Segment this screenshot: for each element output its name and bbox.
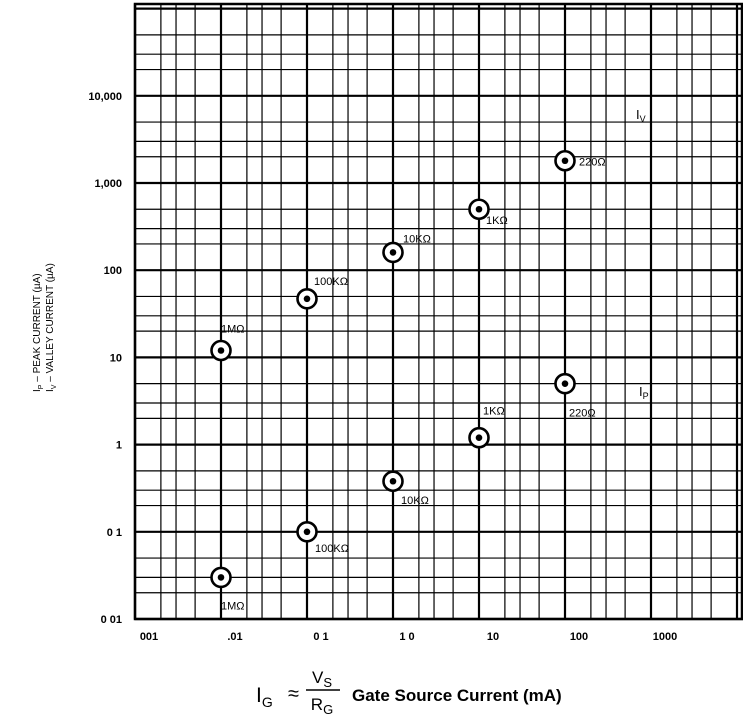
data-point: 10KΩ: [382, 233, 431, 264]
x-axis-label-text: Gate Source Current (mA): [352, 686, 562, 705]
y-tick-label: 100: [104, 265, 122, 277]
data-point-label: 1KΩ: [483, 406, 505, 418]
data-point-dot: [475, 434, 483, 441]
y-tick-label: 10: [110, 352, 122, 364]
data-point-label: 10KΩ: [401, 495, 429, 507]
y-tick-label: 0 1: [107, 527, 122, 539]
data-point-dot: [217, 574, 225, 581]
data-point: 1MΩ: [210, 323, 245, 362]
data-point-label: 220Ω: [579, 157, 606, 169]
x-formula-approx: ≈: [288, 683, 299, 705]
data-point-label: 1KΩ: [486, 215, 508, 227]
series-labels: IV IP: [636, 107, 649, 401]
data-point: 1KΩ: [468, 406, 505, 449]
data-point: 100KΩ: [296, 520, 349, 555]
y-axis-ticks: 0 01 0 1 1 10 100 1,000 10,000: [88, 91, 122, 626]
x-tick-label: 1 0: [399, 631, 414, 643]
x-tick-label: .01: [227, 631, 242, 643]
x-formula-denominator: RG: [311, 695, 333, 717]
y-tick-label: 1,000: [94, 178, 122, 190]
data-point-label: 10KΩ: [403, 233, 431, 245]
data-point-label: 100KΩ: [315, 543, 349, 555]
x-axis-label: IG ≈ VS RG Gate Source Current (mA): [256, 668, 562, 717]
x-tick-label: 0 1: [313, 631, 328, 643]
data-point-dot: [561, 157, 569, 165]
x-axis-ticks: 001 .01 0 1 1 0 10 100 1000: [140, 631, 677, 643]
data-point-dot: [303, 295, 311, 303]
data-points: 1MΩ 100KΩ 10KΩ 1KΩ 220Ω 1MΩ 100KΩ 10KΩ 1KΩ 220Ω: [210, 149, 606, 612]
data-point-label: 1MΩ: [221, 600, 245, 612]
data-point: 1KΩ: [468, 198, 508, 227]
data-point-dot: [217, 347, 225, 354]
series-label: IV: [636, 107, 646, 124]
data-point-label: 1MΩ: [221, 323, 245, 335]
y-axis-label-valley: IV – VALLEY CURRENT (µA): [45, 263, 58, 392]
data-point-dot: [389, 249, 397, 256]
y-tick-label: 10,000: [88, 91, 122, 103]
data-point: 100KΩ: [296, 276, 348, 310]
y-axis-label-peak: IP – PEAK CURRENT (µA): [32, 273, 45, 392]
data-point-dot: [389, 477, 397, 485]
plot-grid: [133, 2, 743, 621]
y-tick-label: 1: [116, 440, 122, 452]
data-point-label: 100KΩ: [314, 276, 348, 288]
data-point: 220Ω: [554, 372, 596, 420]
series-label: IP: [639, 384, 649, 401]
x-tick-label: 1000: [653, 631, 677, 643]
data-point: 1MΩ: [210, 566, 245, 612]
data-point: 220Ω: [554, 149, 606, 172]
x-formula-numerator: VS: [312, 668, 332, 690]
x-tick-label: 001: [140, 631, 158, 643]
x-tick-label: 100: [570, 631, 588, 643]
plot-frame: [133, 2, 743, 621]
x-tick-label: 10: [487, 631, 499, 643]
x-formula-lhs: IG: [256, 684, 273, 710]
data-point-label: 220Ω: [569, 408, 596, 420]
data-point: 10KΩ: [382, 470, 429, 507]
y-tick-label: 0 01: [101, 614, 122, 626]
data-point-dot: [561, 380, 569, 387]
y-axis-label: IP – PEAK CURRENT (µA) IV – VALLEY CURRE…: [32, 263, 58, 392]
data-point-dot: [475, 205, 483, 213]
data-point-dot: [303, 528, 311, 536]
